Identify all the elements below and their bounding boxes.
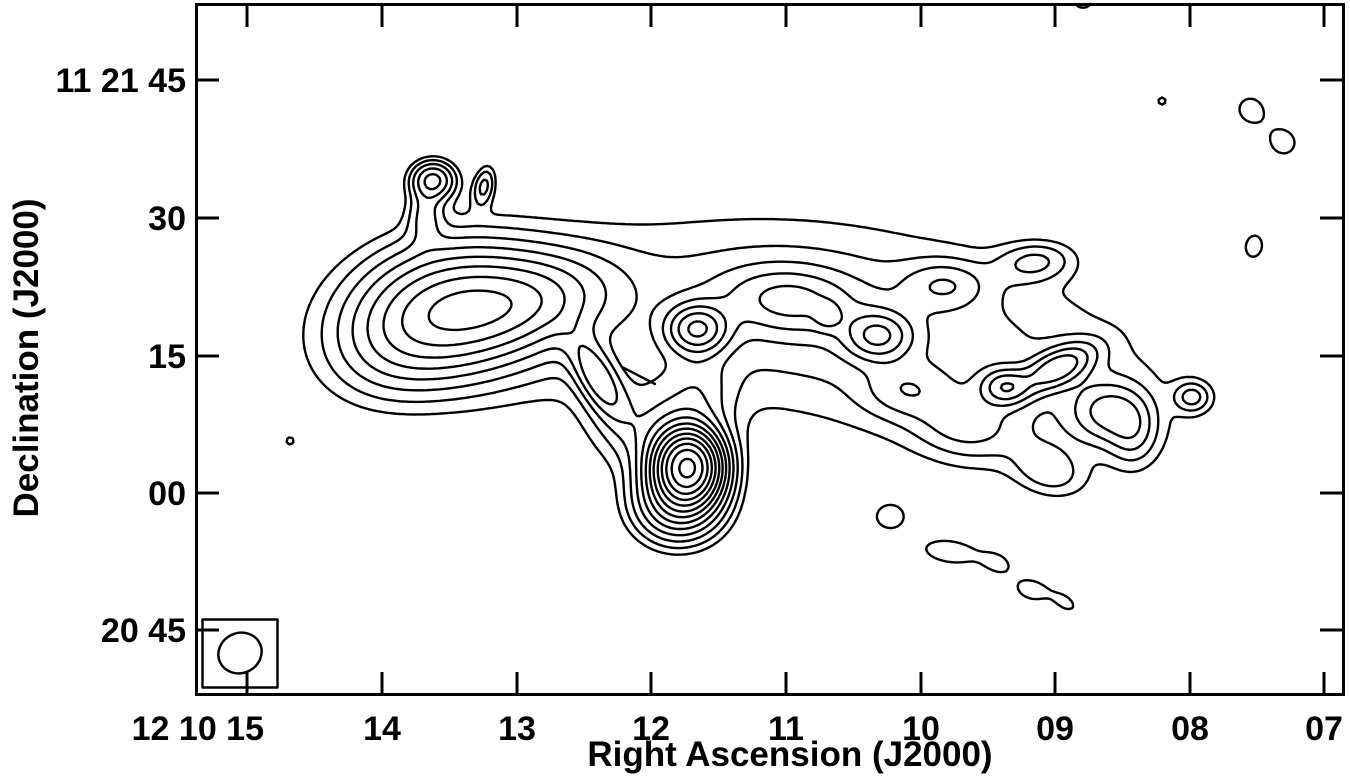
contour-lines-group — [285, 2, 1296, 611]
annotation-line — [620, 365, 657, 386]
x-tick-label: 13 — [498, 710, 536, 748]
contour-level-path — [678, 457, 697, 479]
x-tick-label: 14 — [363, 710, 401, 748]
plot-frame — [195, 3, 1345, 696]
contour-level-path — [351, 167, 1142, 537]
y-tick-label: 20 45 — [101, 612, 186, 650]
contour-level-path — [285, 2, 1296, 611]
x-tick-label: 10 — [902, 710, 940, 748]
x-axis-title: Right Ascension (J2000) — [587, 735, 992, 774]
contour-level-path — [320, 158, 1209, 550]
contour-level-path — [660, 437, 713, 502]
y-tick-label: 00 — [148, 475, 186, 513]
y-tick-label: 30 — [148, 200, 186, 238]
contour-level-path — [401, 275, 724, 519]
contour-level-path — [382, 265, 1015, 525]
x-tick-label: 11 — [768, 710, 804, 748]
contour-level-path — [336, 162, 1202, 543]
beam-box — [201, 618, 279, 689]
y-tick-label: 11 21 45 — [56, 62, 186, 100]
x-tick-label: 07 — [1305, 710, 1343, 748]
contour-level-path — [665, 442, 709, 495]
contour-level-path — [656, 432, 717, 507]
y-axis-title: Declination (J2000) — [7, 199, 46, 518]
x-tick-label: 09 — [1036, 710, 1074, 748]
x-tick-label: 08 — [1171, 710, 1209, 748]
x-tick-label: 12 10 15 — [132, 710, 264, 748]
contour-level-path — [427, 289, 721, 513]
tick-labels-group: 12 10 15 14 13 12 11 10 09 08 07 11 21 45 30 15 00 20… — [56, 62, 1343, 748]
contour-level-path — [670, 448, 704, 489]
contour-level-path — [366, 173, 1079, 531]
beam-inset — [201, 618, 279, 689]
y-tick-label: 15 — [148, 338, 186, 376]
x-tick-label: 12 — [632, 710, 670, 748]
beam-ellipse — [217, 631, 263, 675]
axis-ticks-group — [196, 4, 1343, 695]
